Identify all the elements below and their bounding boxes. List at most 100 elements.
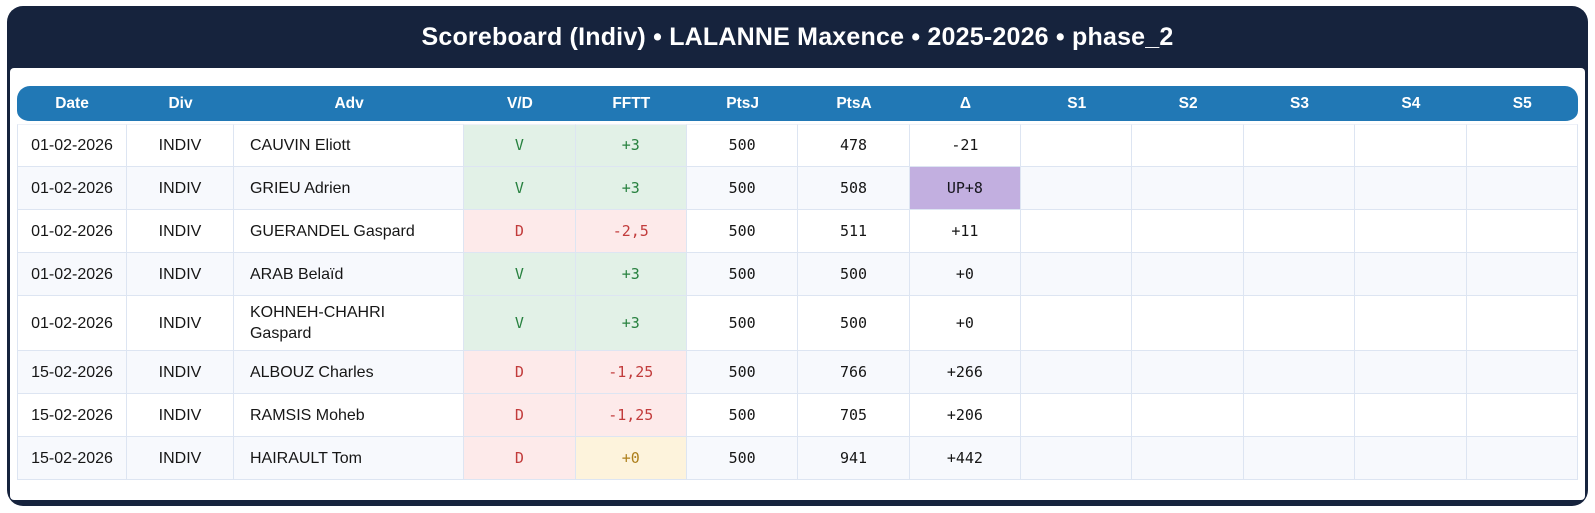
column-header: V/D [464,86,576,124]
column-header: S5 [1466,86,1578,124]
delta-cell: +0 [909,253,1022,296]
date-cell: 01-02-2026 [17,210,128,253]
date-cell: 15-02-2026 [17,351,128,394]
set-score-cell [1243,351,1356,394]
column-header: S3 [1243,86,1356,124]
table-row: 15-02-2026 INDIV ALBOUZ Charles D -1,25 500 76… [17,351,1578,394]
delta-cell: +266 [909,351,1022,394]
set-score-cell [1355,210,1467,253]
date-cell: 15-02-2026 [17,394,128,437]
set-score-cell [1355,253,1467,296]
set-score-cell [1466,210,1578,253]
set-score-cell [1021,167,1133,210]
delta-cell: +442 [909,437,1022,480]
table-row: 01-02-2026 INDIV GUERANDEL Gaspard D -2,5 500… [17,210,1578,253]
fftt-points-cell: -2,5 [575,210,687,253]
set-score-cell [1132,351,1244,394]
adversary-cell: GUERANDEL Gaspard [233,210,465,253]
fftt-points-cell: -1,25 [575,351,687,394]
set-score-cell [1466,394,1578,437]
division-cell: INDIV [127,167,234,210]
points-adversary-cell: 941 [798,437,910,480]
set-score-cell [1021,394,1133,437]
division-cell: INDIV [127,296,234,351]
set-score-cell [1132,210,1244,253]
set-score-cell [1466,296,1578,351]
points-player-cell: 500 [686,351,799,394]
delta-cell: UP+8 [909,167,1022,210]
adversary-cell: ALBOUZ Charles [233,351,465,394]
result-cell: V [464,167,576,210]
adversary-cell: ARAB Belaïd [233,253,465,296]
set-score-cell [1466,253,1578,296]
table-row: 15-02-2026 INDIV HAIRAULT Tom D +0 500 941 +442 [17,437,1578,480]
division-cell: INDIV [127,210,234,253]
adversary-cell: CAUVIN Eliott [233,124,465,167]
set-score-cell [1243,124,1356,167]
set-score-cell [1243,167,1356,210]
column-header: Δ [909,86,1022,124]
column-header: Div [127,86,234,124]
fftt-points-cell: +3 [575,296,687,351]
points-player-cell: 500 [686,124,799,167]
set-score-cell [1466,167,1578,210]
fftt-points-cell: +3 [575,253,687,296]
column-header: S1 [1021,86,1133,124]
result-cell: D [464,210,576,253]
scoreboard-body: 01-02-2026 INDIV CAUVIN Eliott V +3 500 478 -21… [17,124,1578,480]
points-player-cell: 500 [686,253,799,296]
result-cell: V [464,296,576,351]
set-score-cell [1021,210,1133,253]
table-row: 01-02-2026 INDIV KOHNEH-CHAHRI Gaspard V +3 5… [17,296,1578,351]
fftt-points-cell: -1,25 [575,394,687,437]
column-header: S2 [1132,86,1244,124]
set-score-cell [1466,437,1578,480]
set-score-cell [1355,124,1467,167]
points-player-cell: 500 [686,167,799,210]
points-adversary-cell: 500 [798,253,910,296]
adversary-cell: RAMSIS Moheb [233,394,465,437]
adversary-cell: GRIEU Adrien [233,167,465,210]
division-cell: INDIV [127,437,234,480]
date-cell: 15-02-2026 [17,437,128,480]
set-score-cell [1355,296,1467,351]
set-score-cell [1021,296,1133,351]
points-player-cell: 500 [686,210,799,253]
division-cell: INDIV [127,253,234,296]
result-cell: V [464,124,576,167]
set-score-cell [1021,124,1133,167]
table-row: 01-02-2026 INDIV CAUVIN Eliott V +3 500 478 -21 [17,124,1578,167]
points-adversary-cell: 766 [798,351,910,394]
set-score-cell [1355,351,1467,394]
scoreboard-card: Scoreboard (Indiv) • LALANNE Maxence • 2… [7,6,1588,506]
date-cell: 01-02-2026 [17,124,128,167]
table-row: 15-02-2026 INDIV RAMSIS Moheb D -1,25 500 705 +… [17,394,1578,437]
delta-cell: +0 [909,296,1022,351]
column-header: PtsA [798,86,910,124]
fftt-points-cell: +3 [575,124,687,167]
date-cell: 01-02-2026 [17,167,128,210]
scoreboard-table: Date Div Adv V/D FFTT PtsJ PtsA Δ S1 S2 S3 S4 S5 01-… [17,86,1578,480]
set-score-cell [1355,437,1467,480]
column-header: PtsJ [686,86,799,124]
points-player-cell: 500 [686,437,799,480]
division-cell: INDIV [127,351,234,394]
table-header: Date Div Adv V/D FFTT PtsJ PtsA Δ S1 S2 S3 S4 S5 [17,86,1578,124]
set-score-cell [1132,167,1244,210]
set-score-cell [1466,351,1578,394]
page-title: Scoreboard (Indiv) • LALANNE Maxence • 2… [421,22,1174,51]
adversary-cell: HAIRAULT Tom [233,437,465,480]
fftt-points-cell: +0 [575,437,687,480]
points-adversary-cell: 705 [798,394,910,437]
date-cell: 01-02-2026 [17,253,128,296]
result-cell: D [464,394,576,437]
set-score-cell [1243,296,1356,351]
set-score-cell [1466,124,1578,167]
points-adversary-cell: 508 [798,167,910,210]
set-score-cell [1243,437,1356,480]
set-score-cell [1132,394,1244,437]
result-cell: V [464,253,576,296]
points-player-cell: 500 [686,296,799,351]
delta-cell: -21 [909,124,1022,167]
set-score-cell [1132,437,1244,480]
